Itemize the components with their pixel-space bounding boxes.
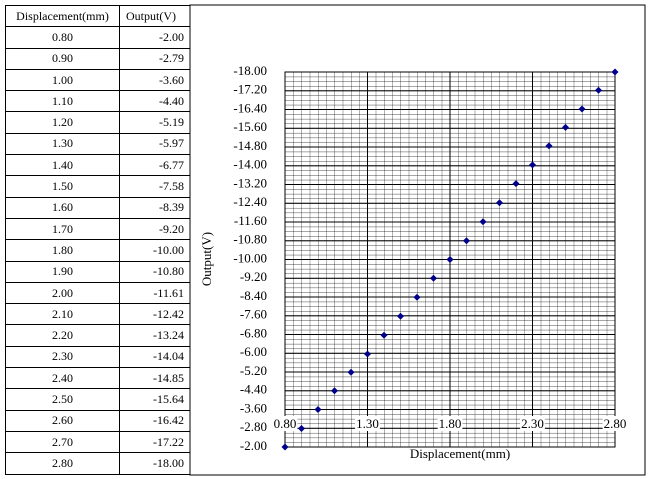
y-tick-label: -14.80 (233, 138, 267, 153)
y-tick-label: -11.60 (234, 213, 267, 228)
y-tick-label: -9.20 (240, 269, 267, 284)
y-tick-label: -7.60 (240, 307, 267, 322)
y-tick-label: -18.00 (233, 63, 267, 78)
table-row: 0.90 -2.79 (5, 47, 199, 70)
label-background (355, 415, 380, 431)
data-point (446, 256, 454, 263)
y-tick-label: -3.60 (240, 400, 267, 415)
data-point (331, 387, 338, 395)
data-point (298, 424, 305, 432)
table-cell: -6.77 (119, 154, 199, 177)
table-row: 1.60 -8.39 (5, 196, 199, 219)
data-point (512, 180, 520, 188)
table-cell: 1.50 (5, 175, 120, 198)
y-tick-label: -13.20 (233, 175, 267, 190)
table-row: 2.50 -15.64 (5, 388, 199, 411)
table-cell: -8.39 (119, 196, 199, 219)
table-row: 1.40 -6.77 (5, 154, 199, 177)
x-tick-label: 0.80 (274, 416, 297, 431)
y-tick-label: -14.00 (233, 157, 267, 172)
label-background (437, 415, 463, 431)
table-cell: -12.42 (119, 303, 199, 326)
data-point (479, 218, 487, 226)
table-row: 1.50 -7.58 (5, 175, 199, 198)
table-cell: 2.40 (5, 367, 120, 390)
table-cell: -7.58 (119, 175, 199, 198)
y-tick-label: -12.40 (233, 194, 267, 209)
table-cell: -18.00 (119, 452, 199, 475)
data-point (380, 331, 388, 339)
x-tick-label: 2.80 (604, 416, 627, 431)
table-row: 1.90 -10.80 (5, 260, 199, 283)
table-row: 1.10 -4.40 (5, 90, 199, 113)
x-tick-label: 2.30 (521, 416, 544, 431)
data-point (430, 274, 437, 282)
x-tick-label: 1.30 (356, 416, 379, 431)
table-cell: -14.85 (119, 367, 199, 390)
data-point (529, 161, 536, 169)
y-tick-label: -5.20 (240, 363, 267, 378)
label-background (602, 415, 628, 431)
y-tick-label: -17.20 (233, 82, 267, 97)
header-cell: Displacement(mm) (5, 4, 120, 28)
y-axis-title: Output(V) (199, 232, 214, 286)
data-point (314, 406, 322, 413)
y-tick-label: -10.80 (233, 232, 267, 247)
table-row: 1.30 -5.97 (5, 132, 199, 156)
data-point (397, 312, 404, 320)
table-cell: 2.80 (5, 452, 120, 475)
data-point (364, 350, 371, 358)
label-background (520, 415, 545, 431)
table-cell: 2.30 (5, 345, 120, 369)
table-cell: -16.42 (119, 409, 199, 432)
data-point (496, 199, 503, 207)
table-body: Displacement(mm) Output(V) 0.80 -2.00 0.90… (5, 4, 199, 475)
data-point (281, 443, 289, 451)
y-tick-label: -6.00 (240, 344, 267, 359)
table-row: 2.60 -16.42 (5, 409, 199, 432)
y-tick-label: -4.40 (240, 382, 267, 397)
data-point (463, 237, 470, 245)
data-point (347, 368, 355, 376)
table-cell: 2.00 (5, 281, 120, 305)
x-tick-label: 1.80 (439, 416, 462, 431)
y-tick-label: -15.60 (233, 119, 267, 134)
label-background (272, 415, 298, 431)
table-row: 1.80 -10.00 (5, 239, 199, 262)
y-tick-label: -2.00 (240, 438, 267, 453)
data-table: Displacement(mm) Output(V) 0.80 -2.00 0.90… (5, 4, 199, 475)
table-cell: 1.30 (5, 132, 120, 156)
table-row: 2.30 -14.04 (5, 345, 199, 369)
y-tick-label: -8.40 (240, 288, 267, 303)
data-point (611, 68, 619, 76)
y-tick-label: -16.40 (233, 100, 267, 115)
y-tick-label: -6.80 (240, 325, 267, 340)
data-point (562, 123, 569, 131)
table-row: 1.70 -9.20 (5, 217, 199, 241)
y-tick-label: -10.00 (233, 250, 267, 265)
data-point (578, 105, 586, 113)
table-row: 2.80 -18.00 (5, 452, 199, 475)
data-point (595, 86, 602, 94)
table-row: 2.40 -14.85 (5, 367, 199, 390)
y-tick-label: -2.80 (240, 419, 267, 434)
table-cell: 0.90 (5, 47, 120, 70)
data-point (413, 293, 421, 301)
x-axis-title: Displacement(mm) (410, 446, 510, 461)
table-cell: -13.24 (119, 324, 199, 347)
data-point (545, 142, 553, 150)
